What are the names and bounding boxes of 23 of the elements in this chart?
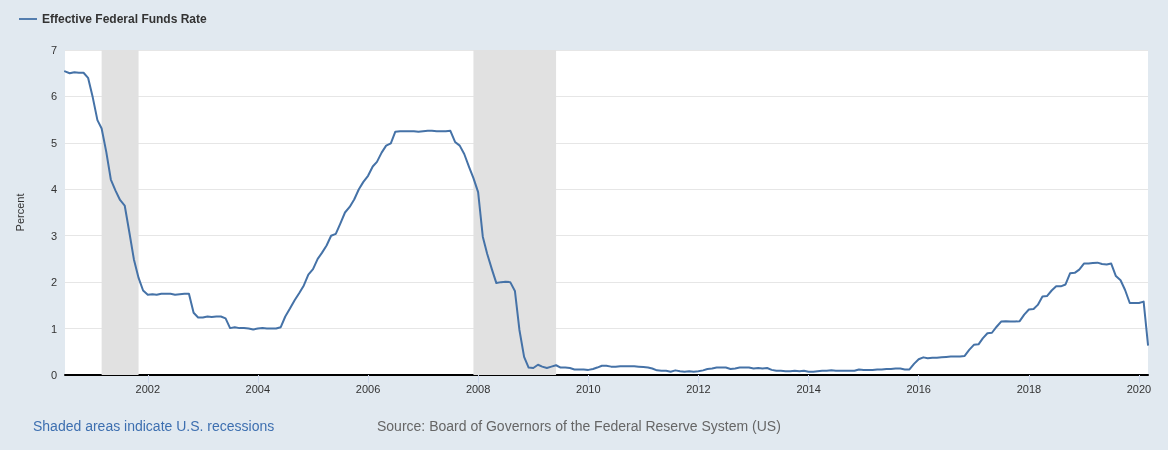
source-note: Source: Board of Governors of the Federal Reserve System (US) xyxy=(377,418,781,434)
y-tick-label: 1 xyxy=(50,322,57,335)
y-tick-label: 6 xyxy=(50,90,57,103)
y-tick-label: 2 xyxy=(50,276,57,289)
y-tick-label: 5 xyxy=(50,136,57,149)
text: Shaded areas indicate U.S. recessions xyxy=(33,418,275,434)
line-series xyxy=(64,70,1149,373)
x-tick-label: 2006 xyxy=(355,382,381,395)
x-tick-label: 2020 xyxy=(1126,382,1152,395)
y-axis-title: Percent xyxy=(13,193,26,232)
x-tick-label: 2002 xyxy=(135,382,161,395)
y-tick-label: 0 xyxy=(50,369,57,381)
x-tick-label: 2016 xyxy=(906,382,931,395)
x-tick-label: 2018 xyxy=(1016,382,1042,395)
x-tick-label: 2012 xyxy=(686,382,711,395)
legend-label: Effective Federal Funds Rate xyxy=(42,12,208,26)
x-tick-label: 2014 xyxy=(796,382,821,395)
x-tick-label: 2010 xyxy=(576,382,601,395)
x-tick-label: 2004 xyxy=(245,382,271,395)
y-tick-label: 3 xyxy=(50,229,57,242)
x-tick-label: 2008 xyxy=(465,382,491,395)
y-tick-label: 4 xyxy=(50,183,57,196)
y-tick-label: 7 xyxy=(50,44,57,56)
